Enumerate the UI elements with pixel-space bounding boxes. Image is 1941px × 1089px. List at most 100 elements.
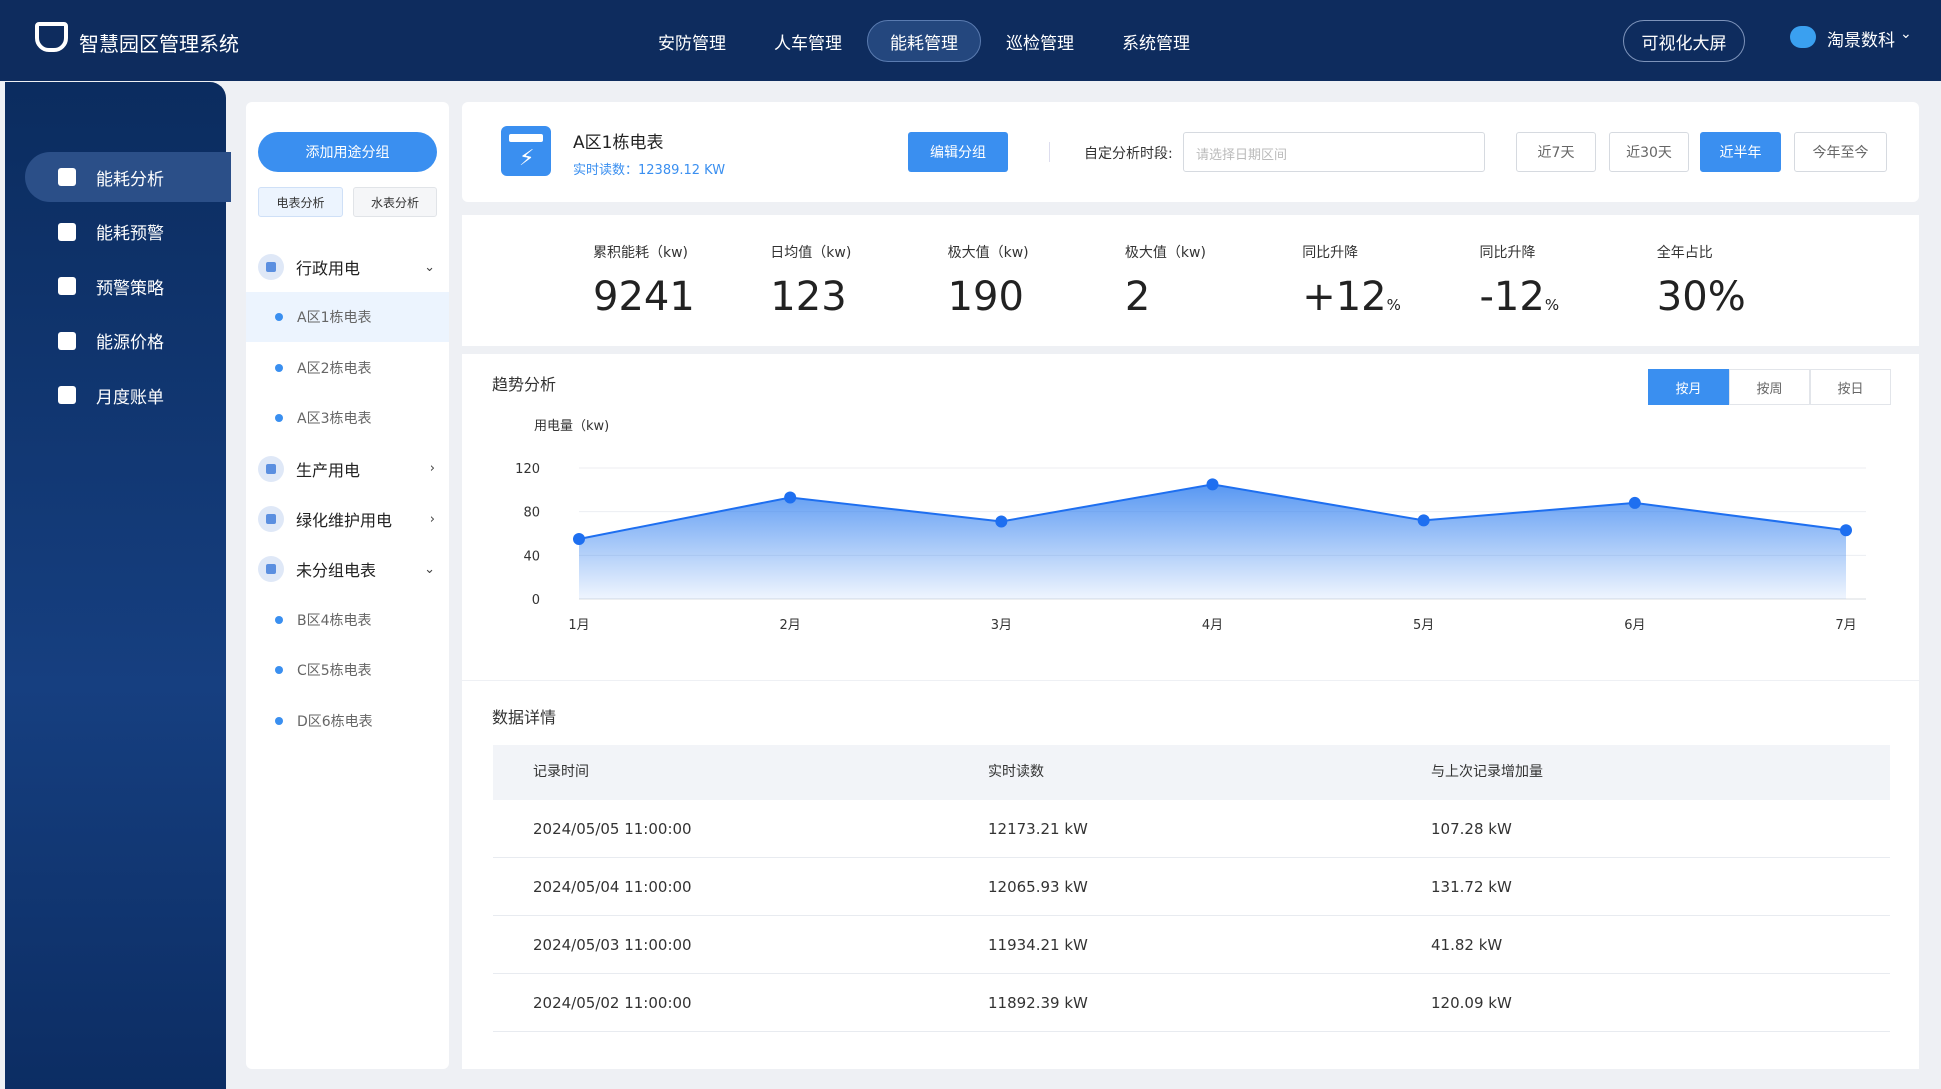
table-cell: 2024/05/04 11:00:00 bbox=[533, 878, 692, 896]
nav-item[interactable]: 能耗管理 bbox=[867, 20, 981, 62]
group[interactable]: 行政用电 ⌄ bbox=[246, 242, 449, 292]
metric: 同比升降 +12% bbox=[1302, 242, 1401, 320]
x-tick-label: 4月 bbox=[1202, 618, 1223, 633]
tab[interactable]: 水表分析 bbox=[353, 187, 437, 217]
table-cell: 2024/05/03 11:00:00 bbox=[533, 936, 692, 954]
meter-item[interactable]: C区5栋电表 bbox=[246, 645, 449, 695]
group[interactable]: 绿化维护用电 › bbox=[246, 494, 449, 544]
meter-icon: ⚡ bbox=[501, 126, 551, 176]
period-label: 自定分析时段: bbox=[1084, 146, 1173, 162]
table-cell: 2024/05/05 11:00:00 bbox=[533, 820, 692, 838]
header: 智慧园区管理系统 安防管理 人车管理 能耗管理 巡检管理 系统管理 可视化大屏 淘景数科… bbox=[0, 0, 1941, 81]
nav-item[interactable]: 安防管理 bbox=[658, 33, 726, 54]
menu-item[interactable]: 能耗分析 bbox=[25, 152, 231, 202]
metric: 极大值（kw) 2 bbox=[1125, 242, 1206, 320]
user-avatar bbox=[1790, 26, 1816, 48]
meter-label: A区3栋电表 bbox=[297, 411, 372, 428]
x-tick-label: 6月 bbox=[1624, 618, 1645, 633]
point bbox=[995, 515, 1008, 528]
menu-item[interactable]: 能源价格 bbox=[25, 316, 231, 366]
mode-button[interactable]: 按月 bbox=[1648, 369, 1729, 405]
metric-value-box: 9241 bbox=[593, 274, 695, 320]
metric-value-box: 190 bbox=[948, 274, 1029, 320]
menu-item[interactable]: 能耗预警 bbox=[25, 207, 231, 257]
table-cell: 120.09 kW bbox=[1431, 994, 1512, 1012]
logo-text: 智慧园区管理系统 bbox=[79, 32, 239, 56]
menu-label: 能耗预警 bbox=[96, 224, 164, 244]
range-button[interactable]: 今年至今 bbox=[1794, 132, 1887, 172]
column-header: 记录时间 bbox=[533, 764, 589, 780]
menu-item[interactable]: 预警策略 bbox=[25, 261, 231, 311]
table-cell: 11892.39 kW bbox=[988, 994, 1088, 1012]
point bbox=[784, 491, 797, 504]
menu-label: 月度账单 bbox=[96, 387, 164, 408]
edit-group-button[interactable]: 编辑分组 bbox=[908, 132, 1008, 172]
table-row: 2024/05/05 11:00:00 12173.21 kW 107.28 kW bbox=[493, 800, 1890, 858]
separator bbox=[1049, 142, 1050, 162]
metric-unit: % bbox=[1544, 296, 1560, 314]
metric-value: 123 bbox=[770, 274, 847, 320]
y-tick-label: 80 bbox=[523, 506, 540, 521]
bullet bbox=[275, 414, 283, 423]
nav-item[interactable]: 巡检管理 bbox=[1006, 33, 1074, 54]
meter-reading: 实时读数：12389.12 KW bbox=[573, 163, 726, 178]
group-icon bbox=[258, 254, 284, 280]
table-cell: 12065.93 kW bbox=[988, 878, 1088, 896]
metric-value-box: -12% bbox=[1480, 274, 1560, 320]
group[interactable]: 生产用电 › bbox=[246, 444, 449, 494]
meter-item[interactable]: B区4栋电表 bbox=[246, 595, 449, 645]
menu-item[interactable]: 月度账单 bbox=[25, 370, 231, 420]
menu-label: 预警策略 bbox=[96, 278, 164, 299]
metric-label: 极大值（kw) bbox=[947, 245, 1029, 261]
metric-value: +12 bbox=[1302, 274, 1387, 320]
table-cell: 11934.21 kW bbox=[988, 936, 1088, 954]
menu-icon bbox=[58, 168, 76, 186]
add-group-button[interactable]: 添加用途分组 bbox=[258, 132, 437, 172]
table-cell: 12173.21 kW bbox=[988, 820, 1088, 838]
meter-label: D区6栋电表 bbox=[297, 713, 373, 730]
meter-item[interactable]: D区6栋电表 bbox=[246, 696, 449, 746]
metric-value: -12 bbox=[1479, 274, 1545, 320]
meter-item[interactable]: A区1栋电表 bbox=[246, 292, 449, 343]
user-name[interactable]: 淘景数科 bbox=[1827, 31, 1895, 51]
sidebar: 能耗分析能耗预警预警策略能源价格月度账单 bbox=[5, 82, 231, 1089]
metric-label: 同比升降 bbox=[1479, 245, 1536, 261]
y-tick-label: 0 bbox=[532, 593, 540, 608]
screen-button[interactable]: 可视化大屏 bbox=[1623, 20, 1745, 62]
metric-label: 同比升降 bbox=[1302, 245, 1359, 261]
mode-button[interactable]: 按周 bbox=[1729, 369, 1810, 405]
table-cell: 131.72 kW bbox=[1431, 878, 1512, 896]
tab[interactable]: 电表分析 bbox=[258, 187, 343, 217]
meter-item[interactable]: A区2栋电表 bbox=[246, 343, 449, 393]
metric-value: 2 bbox=[1124, 274, 1151, 320]
metric: 全年占比 30% bbox=[1657, 242, 1746, 320]
table-row: 2024/05/03 11:00:00 11934.21 kW 41.82 kW bbox=[493, 916, 1890, 974]
group[interactable]: 未分组电表 ⌄ bbox=[246, 544, 449, 594]
metric-label: 累积能耗（kw) bbox=[593, 245, 689, 261]
metric: 极大值（kw) 190 bbox=[948, 242, 1029, 320]
nav-item[interactable]: 人车管理 bbox=[774, 33, 842, 54]
range-button[interactable]: 近7天 bbox=[1516, 132, 1596, 172]
mode-button[interactable]: 按日 bbox=[1810, 369, 1891, 405]
metric-label: 极大值（kw) bbox=[1124, 245, 1206, 261]
table-row: 2024/05/02 11:00:00 11892.39 kW 120.09 kW bbox=[493, 974, 1890, 1032]
nav-item[interactable]: 系统管理 bbox=[1122, 33, 1190, 54]
metric-unit: % bbox=[1386, 296, 1401, 314]
metric-value: 190 bbox=[947, 274, 1024, 320]
group-label: 绿化维护用电 bbox=[296, 511, 393, 530]
y-tick-label: 120 bbox=[515, 462, 540, 477]
group-label: 行政用电 bbox=[296, 259, 361, 278]
x-tick-label: 1月 bbox=[568, 618, 589, 633]
range-button[interactable]: 近30天 bbox=[1609, 132, 1689, 172]
menu-label: 能源价格 bbox=[96, 333, 164, 353]
y-axis-label: 用电量（kw) bbox=[534, 419, 609, 434]
table-title: 数据详情 bbox=[492, 708, 557, 727]
meter-item[interactable]: A区3栋电表 bbox=[246, 393, 449, 443]
meter-label: C区5栋电表 bbox=[297, 663, 372, 680]
column-header: 与上次记录增加量 bbox=[1431, 764, 1543, 780]
range-button[interactable]: 近半年 bbox=[1700, 132, 1781, 172]
metric-label: 全年占比 bbox=[1656, 245, 1713, 261]
meter-label: A区2栋电表 bbox=[297, 360, 372, 377]
date-input[interactable]: 请选择日期区间 bbox=[1183, 132, 1485, 172]
meter-label: B区4栋电表 bbox=[297, 612, 372, 629]
